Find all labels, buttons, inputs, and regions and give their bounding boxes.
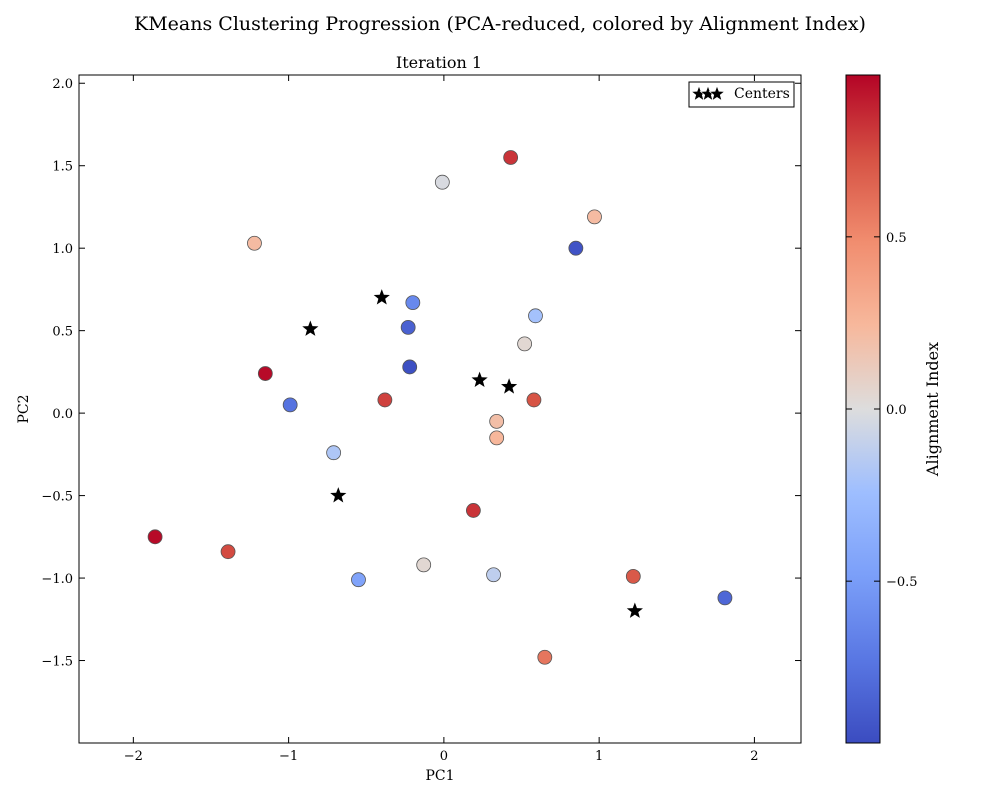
data-point — [400, 319, 416, 335]
x-axis: −2 −1 0 1 2 — [124, 75, 759, 764]
center-star-icon — [302, 320, 319, 336]
y-axis: −1.5 −1.0 −0.5 0.0 0.5 1.0 1.5 2.0 — [41, 77, 801, 670]
y-tick-label: 1.5 — [52, 160, 73, 175]
x-axis-label: PC1 — [425, 768, 454, 784]
cluster-centers — [302, 289, 643, 618]
data-point — [537, 649, 553, 665]
data-point — [465, 503, 481, 518]
legend-star-icon — [708, 85, 726, 102]
center-star-icon — [373, 289, 390, 305]
x-tick-label: 2 — [750, 749, 758, 764]
data-point — [587, 209, 602, 225]
legend-marker-star-icon — [690, 85, 726, 102]
x-tick-label: 1 — [595, 749, 603, 764]
data-point — [486, 567, 501, 583]
data-point — [405, 295, 421, 311]
y-tick-label: −0.5 — [41, 490, 73, 505]
data-point — [220, 544, 236, 560]
data-point — [568, 240, 584, 256]
y-tick-label: 1.0 — [52, 242, 73, 257]
colorbar-axis: −0.5 0.0 0.5 — [846, 231, 918, 590]
data-point — [416, 557, 432, 573]
y-tick-label: 2.0 — [52, 77, 73, 92]
legend-label: Centers — [734, 86, 790, 102]
data-point — [247, 235, 262, 251]
data-point — [326, 445, 342, 461]
y-tick-label: −1.0 — [41, 572, 73, 587]
data-point — [147, 529, 163, 545]
center-star-icon — [471, 371, 488, 388]
data-point — [434, 174, 450, 190]
data-point — [517, 336, 533, 352]
colorbar-tick-label: 0.0 — [886, 403, 907, 418]
data-point — [625, 569, 641, 584]
axes-title: Iteration 1 — [396, 53, 482, 72]
data-point — [377, 392, 393, 408]
y-axis-label: PC2 — [16, 394, 32, 423]
data-point — [351, 572, 366, 588]
x-tick-label: −2 — [124, 749, 143, 764]
colorbar-tick-label: 0.5 — [886, 231, 907, 246]
data-point — [717, 590, 733, 606]
y-tick-label: −1.5 — [41, 655, 73, 670]
data-point — [402, 359, 418, 375]
y-tick-label: 0.5 — [52, 325, 73, 340]
x-tick-label: 0 — [440, 749, 448, 764]
data-point — [503, 150, 519, 165]
data-point — [528, 308, 543, 324]
data-points — [147, 150, 733, 665]
data-point — [257, 366, 273, 381]
colorbar-tick-label: −0.5 — [886, 575, 918, 590]
colorbar-label: Alignment Index — [923, 342, 942, 477]
x-tick-label: −1 — [279, 749, 298, 764]
y-tick-label: 0.0 — [52, 407, 73, 422]
data-point — [489, 430, 505, 446]
data-point — [526, 392, 542, 408]
plot-frame — [78, 74, 802, 744]
figure-title: KMeans Clustering Progression (PCA-reduc… — [134, 13, 866, 35]
data-point — [489, 413, 505, 429]
data-point — [282, 397, 298, 413]
legend: Centers — [688, 81, 795, 108]
center-star-icon — [501, 378, 518, 394]
center-star-icon — [626, 602, 643, 618]
center-star-icon — [330, 487, 347, 503]
